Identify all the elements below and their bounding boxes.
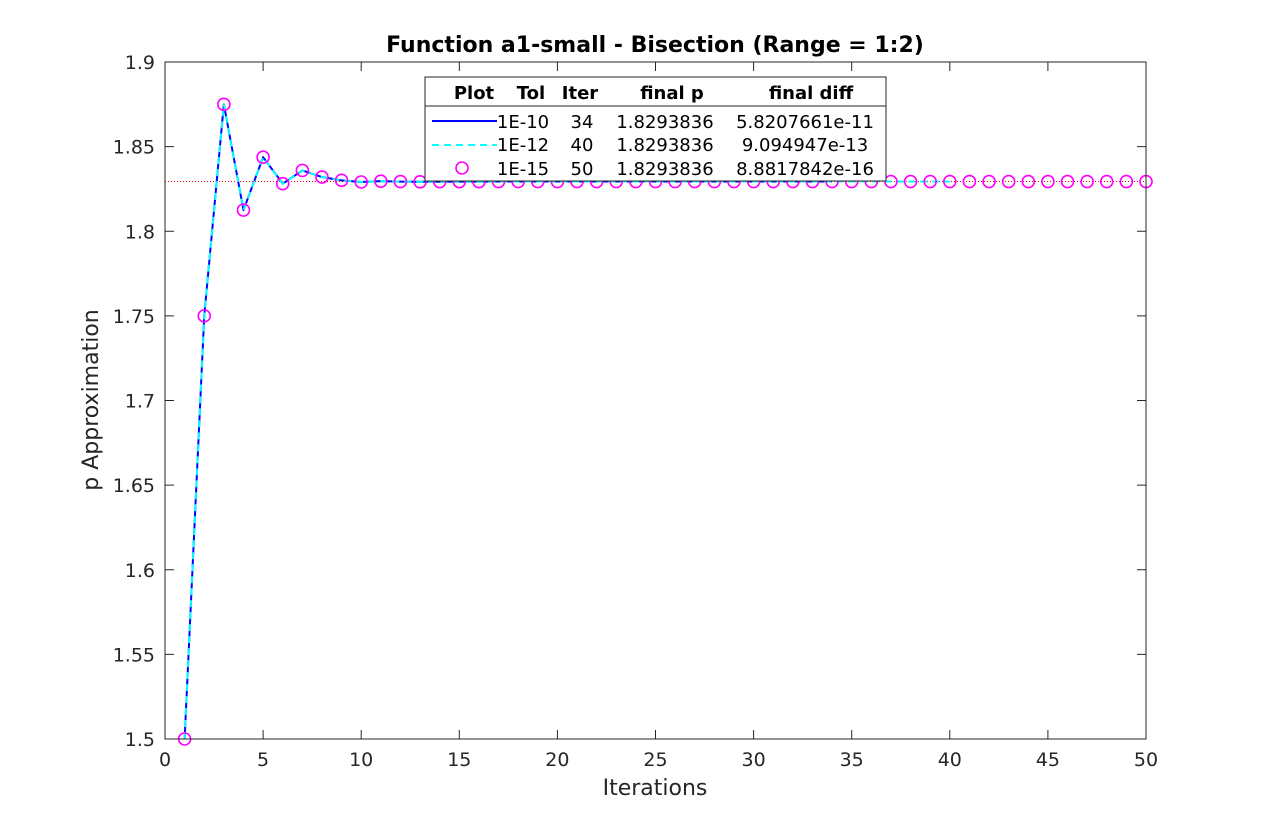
y-tick-label: 1.7 [125, 391, 155, 413]
tick-layer: 0 5 10 15 20 25 30 35 40 45 50 1.5 1.55 1.6 1.65 1.7 1.7… [113, 52, 1158, 771]
legend-row3-iter: 50 [571, 159, 594, 180]
data-point-marker [256, 150, 270, 165]
legend: Plot Tol Iter final p final diff 1E-10 3… [424, 76, 887, 182]
data-point-marker [334, 173, 349, 188]
y-tick-label: 1.75 [113, 306, 155, 328]
legend-header-final-diff: final diff [769, 83, 854, 104]
x-tick-label: 0 [159, 749, 171, 771]
data-point-marker [374, 174, 388, 188]
data-point-marker [413, 174, 427, 189]
y-tick-label: 1.6 [125, 560, 155, 582]
data-point-marker [295, 163, 310, 178]
x-tick-label: 10 [349, 749, 373, 771]
y-axis-title: p Approximation [79, 309, 104, 490]
legend-row2-final-diff: 9.094947e-13 [742, 135, 868, 156]
legend-row1-iter: 34 [571, 112, 594, 133]
legend-swatch-circle [455, 161, 469, 175]
data-point-marker [217, 97, 231, 112]
x-tick-label: 40 [938, 749, 962, 771]
legend-row3-final-p: 1.8293836 [616, 159, 713, 180]
legend-header-iter: Iter [562, 83, 599, 104]
x-tick-label: 30 [742, 749, 766, 771]
data-point-marker [315, 170, 329, 184]
data-point-marker [1099, 174, 1114, 189]
legend-row1-final-p: 1.8293836 [616, 112, 713, 133]
data-point-marker [236, 203, 251, 217]
data-point-marker [393, 174, 408, 189]
x-tick-label: 15 [447, 749, 471, 771]
x-tick-label: 5 [257, 749, 269, 771]
data-point-marker [1001, 174, 1016, 189]
data-point-marker [197, 309, 212, 323]
data-point-marker [982, 174, 996, 189]
legend-row2-tol: 1E-12 [497, 135, 549, 156]
x-tick-label: 25 [643, 749, 667, 771]
x-tick-label: 50 [1134, 749, 1158, 771]
x-axis-title: Iterations [603, 776, 708, 801]
legend-row2-iter: 40 [571, 135, 594, 156]
data-point-marker [1119, 174, 1134, 189]
y-tick-label: 1.8 [125, 221, 155, 243]
data-point-marker [884, 174, 898, 189]
chart-title: Function a1-small - Bisection (Range = 1… [386, 33, 924, 58]
y-tick-label: 1.5 [125, 729, 155, 751]
legend-row1-final-diff: 5.8207661e-11 [736, 112, 874, 133]
x-tick-label: 20 [545, 749, 569, 771]
data-point-marker [1021, 174, 1036, 189]
data-point-marker [903, 174, 918, 189]
data-point-marker [962, 174, 977, 189]
data-point-marker [923, 174, 937, 189]
x-tick-label: 45 [1036, 749, 1060, 771]
legend-row1-tol: 1E-10 [497, 112, 549, 133]
legend-row2-final-p: 1.8293836 [616, 135, 713, 156]
series-line-dashed [183, 103, 950, 740]
legend-header-plot: Plot [454, 83, 495, 104]
legend-box [424, 76, 887, 182]
y-tick-label: 1.85 [113, 137, 155, 159]
data-point-marker [1041, 174, 1055, 189]
data-point-marker [1080, 174, 1094, 189]
y-tick-label: 1.9 [125, 52, 155, 74]
legend-row3-final-diff: 8.8817842e-16 [736, 159, 874, 180]
legend-row3-tol: 1E-15 [497, 159, 549, 180]
x-tick-label: 35 [840, 749, 864, 771]
y-tick-label: 1.55 [113, 644, 155, 666]
y-tick-label: 1.65 [113, 475, 155, 497]
data-point-marker [1060, 174, 1075, 189]
data-point-marker [354, 175, 369, 189]
legend-header-tol: Tol [517, 83, 545, 104]
legend-header-final-p: final p [640, 83, 704, 104]
data-point-marker [275, 176, 290, 191]
data-point-marker [942, 174, 957, 189]
